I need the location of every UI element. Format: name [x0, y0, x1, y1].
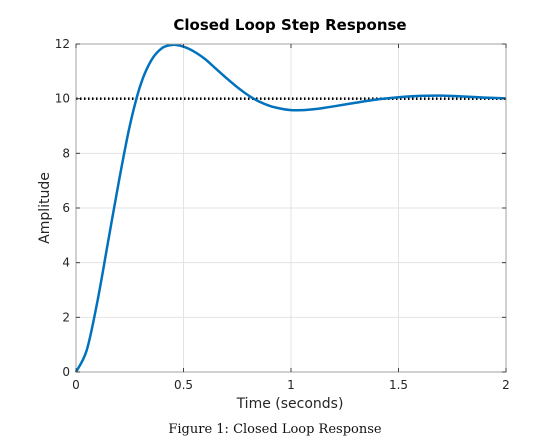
y-tick-label: 0 [62, 365, 70, 379]
x-tick-label: 0.5 [174, 378, 193, 392]
x-tick-label: 1 [287, 378, 295, 392]
y-tick-label: 6 [62, 201, 70, 215]
y-tick-label: 12 [55, 37, 70, 51]
y-tick-label: 8 [62, 146, 70, 160]
x-axis-label: Time (seconds) [236, 396, 344, 412]
y-axis-label: Amplitude [37, 172, 53, 244]
x-tick-label: 2 [502, 378, 510, 392]
y-tick-label: 2 [62, 310, 70, 324]
figure-caption: Figure 1: Closed Loop Response [168, 422, 382, 437]
x-tick-label: 1.5 [389, 378, 408, 392]
y-tick-label: 4 [62, 256, 70, 270]
y-tick-label: 10 [55, 92, 70, 106]
x-tick-label: 0 [72, 378, 80, 392]
chart-title: Closed Loop Step Response [173, 16, 406, 34]
response-line [74, 43, 507, 373]
plot-area: 0 0.5 1 1.5 2 0 2 4 6 8 10 12 [55, 37, 510, 392]
